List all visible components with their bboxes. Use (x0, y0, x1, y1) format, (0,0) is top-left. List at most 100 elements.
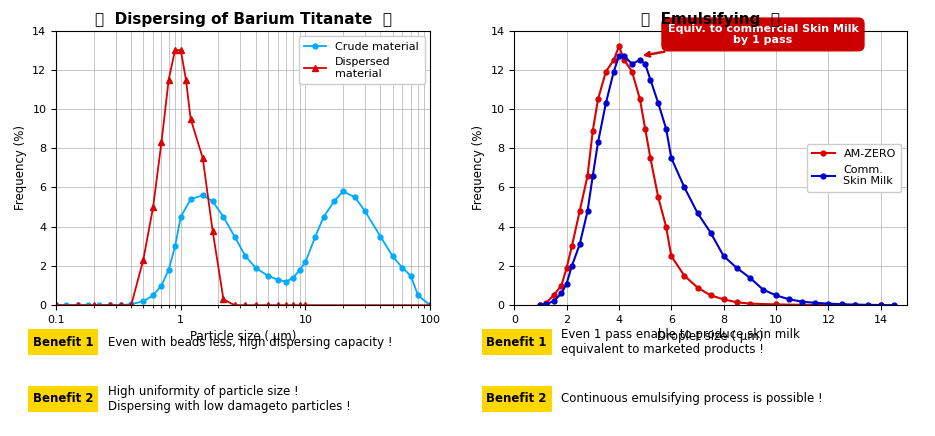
Crude material (359, 208, 370, 214)
Crude material (163, 267, 174, 272)
Comm.
Skin Milk (823, 301, 834, 306)
Crude material (300, 259, 311, 265)
Legend: AM-ZERO, Comm.
Skin Milk: AM-ZERO, Comm. Skin Milk (807, 144, 901, 192)
AM-ZERO (823, 303, 834, 308)
Comm.
Skin Milk (626, 61, 638, 67)
AM-ZERO (731, 300, 742, 305)
Crude material (156, 283, 167, 288)
Text: Equiv. to commercial Skin Milk
by 1 pass: Equiv. to commercial Skin Milk by 1 pass (645, 24, 858, 57)
Crude material (50, 303, 62, 308)
AM-ZERO (653, 194, 664, 200)
Dispersed
material (197, 155, 209, 160)
Comm.
Skin Milk (679, 185, 690, 190)
Crude material (207, 199, 218, 204)
Comm.
Skin Milk (645, 77, 656, 82)
Crude material (295, 267, 306, 272)
Dispersed
material (185, 116, 196, 121)
Text: Benefit 1: Benefit 1 (486, 336, 547, 349)
Comm.
Skin Milk (653, 101, 664, 106)
AM-ZERO (679, 273, 690, 279)
Crude material (125, 302, 137, 307)
Y-axis label: Frequency (%): Frequency (%) (472, 126, 485, 210)
AM-ZERO (849, 303, 860, 308)
Crude material (251, 265, 262, 270)
AM-ZERO (555, 283, 567, 288)
Comm.
Skin Milk (849, 302, 860, 307)
Comm.
Skin Milk (619, 54, 630, 59)
Crude material (218, 214, 229, 219)
Line: Dispersed
material: Dispersed material (52, 47, 434, 309)
Line: Crude material: Crude material (53, 189, 433, 308)
Crude material (387, 254, 398, 259)
Crude material (328, 199, 339, 204)
Crude material (350, 194, 361, 200)
Comm.
Skin Milk (600, 101, 611, 106)
Comm.
Skin Milk (875, 303, 886, 308)
AM-ZERO (561, 265, 572, 270)
AM-ZERO (797, 302, 808, 307)
Comm.
Skin Milk (797, 299, 808, 304)
Dispersed
material (263, 303, 274, 308)
Crude material (115, 303, 126, 308)
Comm.
Skin Milk (540, 302, 552, 307)
Comm.
Skin Milk (634, 58, 645, 63)
Crude material (424, 303, 436, 308)
AM-ZERO (666, 254, 677, 259)
AM-ZERO (567, 244, 578, 249)
AM-ZERO (770, 302, 782, 307)
AM-ZERO (582, 173, 593, 178)
AM-ZERO (640, 126, 651, 131)
Comm.
Skin Milk (692, 211, 703, 216)
Dispersed
material (156, 140, 167, 145)
Comm.
Skin Milk (731, 265, 742, 270)
Comm.
Skin Milk (555, 291, 567, 296)
AM-ZERO (608, 58, 619, 63)
AM-ZERO (535, 303, 546, 308)
Crude material (338, 189, 349, 194)
Dispersed
material (280, 303, 292, 308)
Crude material (375, 234, 386, 239)
Crude material (175, 214, 186, 219)
Comm.
Skin Milk (593, 140, 604, 145)
AM-ZERO (744, 301, 755, 306)
Crude material (239, 254, 251, 259)
Dispersed
material (272, 303, 283, 308)
Dispersed
material (300, 303, 311, 308)
Crude material (72, 303, 83, 308)
Comm.
Skin Milk (810, 300, 821, 306)
Dispersed
material (295, 303, 306, 308)
Crude material (405, 273, 416, 279)
Dispersed
material (50, 303, 62, 308)
Comm.
Skin Milk (582, 208, 593, 214)
Comm.
Skin Milk (574, 242, 585, 247)
AM-ZERO (645, 155, 656, 160)
Title: 〈  Dispersing of Barium Titanate  〉: 〈 Dispersing of Barium Titanate 〉 (94, 12, 392, 27)
AM-ZERO (718, 296, 729, 302)
Dispersed
material (163, 77, 174, 82)
Comm.
Skin Milk (660, 126, 671, 131)
Dispersed
material (239, 303, 251, 308)
Dispersed
material (115, 303, 126, 308)
Crude material (272, 277, 283, 283)
Crude material (229, 234, 240, 239)
X-axis label: Particle size ( μm): Particle size ( μm) (190, 330, 296, 344)
Text: Benefit 2: Benefit 2 (486, 392, 547, 405)
Crude material (94, 303, 105, 308)
Comm.
Skin Milk (640, 61, 651, 67)
Crude material (288, 275, 299, 280)
Crude material (280, 279, 292, 284)
X-axis label: Droplet size ( μm): Droplet size ( μm) (657, 330, 764, 344)
Crude material (309, 234, 321, 239)
Crude material (318, 214, 329, 219)
AM-ZERO (660, 224, 671, 229)
Crude material (105, 303, 116, 308)
Crude material (82, 303, 94, 308)
AM-ZERO (587, 128, 598, 133)
Comm.
Skin Milk (770, 293, 782, 298)
AM-ZERO (593, 96, 604, 102)
Comm.
Skin Milk (744, 275, 755, 280)
Text: Continuous emulsifying process is possible !: Continuous emulsifying process is possib… (561, 392, 823, 405)
AM-ZERO (619, 58, 630, 63)
Text: Even with beads less, high dispersing capacity !: Even with beads less, high dispersing ca… (108, 336, 392, 349)
AM-ZERO (634, 96, 645, 102)
